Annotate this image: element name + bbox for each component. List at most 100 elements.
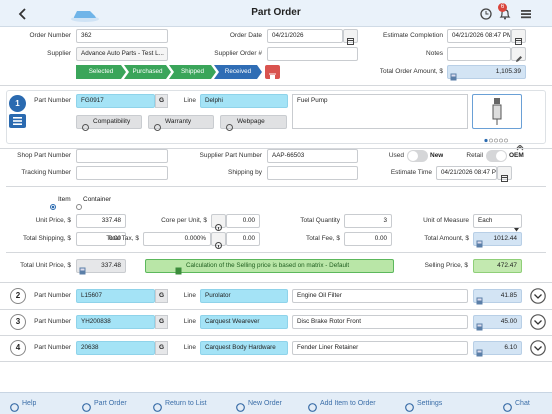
line-number[interactable]: 2 [10, 288, 26, 304]
text-input[interactable] [447, 47, 511, 61]
number-input[interactable]: 0.00 [226, 214, 260, 228]
toggle-label: Retail [466, 152, 483, 159]
total-unit-price: 337.48 [76, 259, 126, 273]
footer-icon-glyph [405, 403, 414, 412]
divider [0, 309, 552, 310]
part-number-input[interactable]: YH200838 [76, 315, 155, 329]
expand-button[interactable] [530, 340, 546, 356]
footer-button[interactable]: Settings [417, 400, 443, 407]
line-menu-button[interactable] [9, 114, 26, 128]
select-input[interactable]: Each [473, 214, 522, 228]
g-button[interactable]: G [155, 94, 168, 108]
description-input[interactable]: Fender Liner Retainer [292, 341, 468, 355]
date-input[interactable]: 04/21/2026 08:47 PM [447, 29, 511, 43]
footer-button[interactable]: Return to List [165, 400, 207, 407]
field-label: Supplier Order # [214, 50, 262, 57]
field-label: Total Unit Price, $ [20, 262, 71, 269]
line-number[interactable]: 3 [10, 314, 26, 330]
radio-unselected[interactable] [76, 197, 82, 210]
divider [6, 252, 546, 253]
line-input[interactable]: Purolator [200, 289, 288, 303]
footer-button[interactable]: New Order [248, 400, 282, 407]
footer-button[interactable]: Help [22, 400, 37, 407]
number-input[interactable]: 0.00 [76, 232, 126, 246]
footer-icon [153, 399, 162, 412]
status-step[interactable]: Received [214, 65, 262, 79]
footer-button[interactable]: Chat [515, 400, 530, 407]
footer-icon-glyph [153, 403, 162, 412]
toggle-label: OEM [509, 152, 524, 159]
line-number[interactable]: 4 [10, 340, 26, 356]
supplier-input[interactable]: Advance Auto Parts - Test L... [76, 47, 168, 61]
dropdown-arrow-glyph [514, 228, 519, 232]
footer-bar [0, 392, 552, 414]
status-step[interactable]: Shipped [169, 65, 216, 79]
description-input[interactable]: Engine Oil Filter [292, 289, 468, 303]
footer-icon [308, 399, 317, 412]
date-input[interactable]: 04/21/2026 08:47 PM [436, 166, 497, 180]
footer-icon-glyph [503, 403, 512, 412]
divider [0, 148, 552, 149]
link-button[interactable]: Warranty [148, 115, 214, 129]
link-icon [82, 118, 89, 131]
number-input[interactable]: 3 [344, 214, 392, 228]
divider [0, 361, 552, 362]
line-input[interactable]: Carquest Wearever [200, 315, 288, 329]
radio-selected[interactable] [50, 197, 56, 210]
calendar-button[interactable] [497, 166, 512, 180]
calculator-icon-glyph [450, 73, 457, 81]
footer-button[interactable]: Add Item to Order [320, 400, 376, 407]
field-label: Line [183, 318, 196, 325]
calendar-button[interactable] [343, 29, 358, 43]
collapse-button-glyph [516, 144, 524, 151]
g-button[interactable]: G [155, 341, 168, 355]
field-label: Unit of Measure [423, 217, 469, 224]
expand-button[interactable] [530, 288, 546, 304]
g-button[interactable]: G [155, 315, 168, 329]
text-input[interactable] [76, 166, 168, 180]
text-input[interactable]: 362 [76, 29, 168, 43]
menu-button-glyph [521, 10, 531, 19]
number-input[interactable]: 0.00 [226, 232, 260, 246]
delete-button[interactable] [265, 65, 280, 79]
menu-button[interactable] [520, 7, 532, 19]
calendar-button[interactable] [511, 29, 526, 43]
clock-button[interactable] [480, 7, 492, 20]
number-input[interactable]: 0.000% [143, 232, 211, 246]
text-input[interactable]: AAP-66503 [267, 149, 358, 163]
info-icon-glyph [215, 223, 222, 231]
radio-label: Container [83, 196, 112, 203]
footer-button[interactable]: Part Order [94, 400, 127, 407]
description-input[interactable]: Disc Brake Rotor Front [292, 315, 468, 329]
line-input[interactable]: Delphi [200, 94, 288, 108]
status-step[interactable]: Purchased [124, 65, 171, 79]
link-button[interactable]: Compatibility [76, 115, 142, 129]
g-button[interactable]: G [155, 289, 168, 303]
collapse-button[interactable] [516, 138, 524, 151]
back-button[interactable] [18, 7, 28, 20]
part-number-input[interactable]: 20638 [76, 341, 155, 355]
matrix-banner[interactable]: Calculation of the Selling price is base… [145, 259, 394, 273]
expand-button[interactable] [530, 314, 546, 330]
status-step[interactable]: Selected [76, 65, 126, 79]
expand-button-glyph [530, 288, 546, 304]
text-input[interactable]: 04/21/2026 [267, 29, 343, 43]
field-label: Order Date [229, 32, 262, 39]
number-input[interactable]: 337.48 [76, 214, 126, 228]
toggle-label: New [430, 152, 444, 159]
number-input[interactable]: 0.00 [344, 232, 392, 246]
part-number-input[interactable]: L15607 [76, 289, 155, 303]
link-icon-glyph [226, 124, 233, 131]
field-label: Notes [426, 50, 443, 57]
field-label: Total Shipping, $ [22, 235, 71, 242]
text-input[interactable] [267, 166, 358, 180]
description-box[interactable]: Fuel Pump [292, 94, 468, 129]
radio-label: Item [58, 196, 71, 203]
part-number-input[interactable]: FG0917 [76, 94, 155, 108]
text-input[interactable] [76, 149, 168, 163]
link-button[interactable]: Webpage [220, 115, 287, 129]
line-input[interactable]: Carquest Body Hardware [200, 341, 288, 355]
text-input[interactable] [267, 47, 358, 61]
line-number[interactable]: 1 [9, 95, 26, 112]
